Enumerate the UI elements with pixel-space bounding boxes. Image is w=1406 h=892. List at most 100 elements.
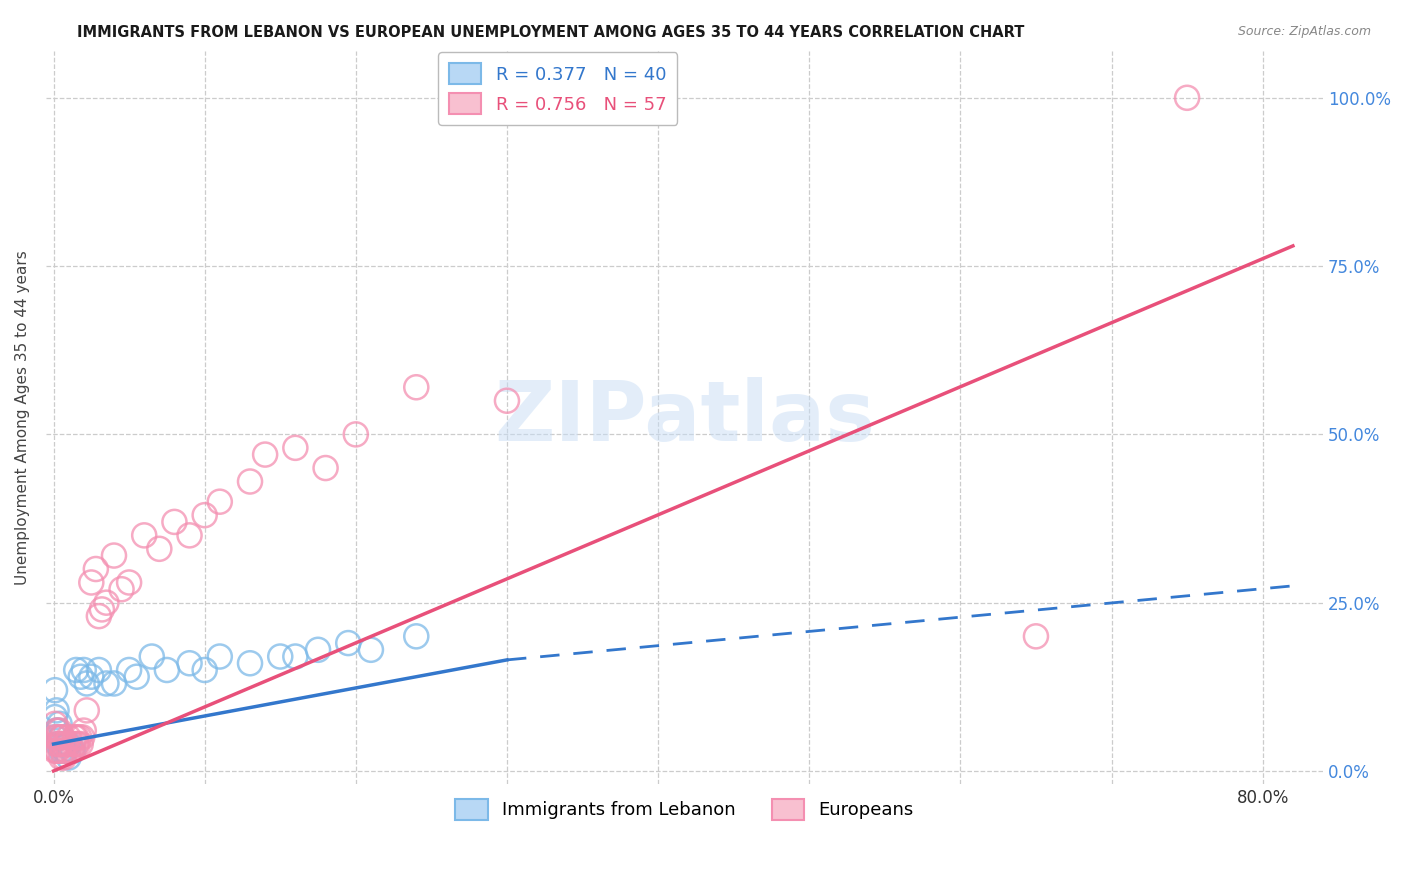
Point [63, 731, 86, 745]
Point [49, 750, 72, 764]
Legend: Immigrants from Lebanon, Europeans: Immigrants from Lebanon, Europeans [449, 791, 921, 827]
Point [254, 448, 277, 462]
Point [55, 744, 77, 758]
Point [45, 723, 67, 738]
Point [52, 737, 75, 751]
Point [58, 731, 80, 745]
Point [49, 731, 72, 745]
Point [44, 683, 66, 698]
Point [46, 723, 69, 738]
Point [141, 649, 163, 664]
Point [44, 731, 66, 745]
Point [49, 737, 72, 751]
Point [269, 649, 291, 664]
Point [56, 737, 79, 751]
Point [44, 744, 66, 758]
Point [56, 737, 79, 751]
Point [344, 427, 367, 442]
Point [118, 663, 141, 677]
Point [194, 663, 217, 677]
Point [60, 744, 83, 758]
Point [62, 744, 84, 758]
Point [496, 393, 519, 408]
Point [48, 723, 70, 738]
Point [55, 744, 77, 758]
Point [90, 602, 112, 616]
Point [134, 528, 156, 542]
Point [110, 582, 132, 597]
Point [58, 744, 80, 758]
Point [65, 737, 87, 751]
Point [337, 636, 360, 650]
Point [208, 649, 231, 664]
Point [48, 716, 70, 731]
Point [125, 670, 148, 684]
Text: IMMIGRANTS FROM LEBANON VS EUROPEAN UNEMPLOYMENT AMONG AGES 35 TO 44 YEARS CORRE: IMMIGRANTS FROM LEBANON VS EUROPEAN UNEM… [77, 25, 1025, 40]
Point [405, 380, 427, 394]
Point [46, 737, 69, 751]
Point [80, 575, 103, 590]
Point [49, 731, 72, 745]
Point [73, 663, 96, 677]
Point [58, 750, 80, 764]
Point [103, 549, 125, 563]
Point [58, 737, 80, 751]
Point [156, 663, 179, 677]
Point [73, 723, 96, 738]
Point [1175, 91, 1198, 105]
Point [46, 744, 69, 758]
Point [405, 629, 427, 643]
Point [46, 731, 69, 745]
Point [284, 441, 307, 455]
Point [360, 642, 382, 657]
Point [163, 515, 186, 529]
Text: Source: ZipAtlas.com: Source: ZipAtlas.com [1237, 25, 1371, 38]
Point [45, 703, 67, 717]
Point [118, 575, 141, 590]
Point [307, 642, 329, 657]
Point [96, 596, 118, 610]
Point [179, 528, 201, 542]
Point [52, 731, 75, 745]
Point [103, 676, 125, 690]
Point [70, 731, 93, 745]
Point [87, 609, 110, 624]
Point [62, 737, 84, 751]
Point [315, 461, 337, 475]
Point [84, 562, 107, 576]
Point [45, 723, 67, 738]
Point [53, 750, 76, 764]
Point [45, 737, 67, 751]
Point [148, 541, 170, 556]
Point [69, 737, 91, 751]
Point [49, 744, 72, 758]
Y-axis label: Unemployment Among Ages 35 to 44 years: Unemployment Among Ages 35 to 44 years [15, 250, 30, 585]
Point [194, 508, 217, 523]
Point [65, 663, 87, 677]
Point [76, 703, 98, 717]
Point [59, 737, 82, 751]
Point [69, 670, 91, 684]
Point [66, 737, 89, 751]
Point [65, 731, 87, 745]
Point [239, 475, 262, 489]
Point [76, 676, 98, 690]
Point [45, 744, 67, 758]
Point [44, 710, 66, 724]
Point [67, 731, 90, 745]
Text: ZIPatlas: ZIPatlas [494, 377, 875, 458]
Point [44, 716, 66, 731]
Point [53, 744, 76, 758]
Point [55, 737, 77, 751]
Point [80, 670, 103, 684]
Point [239, 657, 262, 671]
Point [208, 494, 231, 508]
Point [284, 649, 307, 664]
Point [53, 737, 76, 751]
Point [87, 663, 110, 677]
Point [96, 676, 118, 690]
Point [44, 731, 66, 745]
Point [179, 657, 201, 671]
Point [52, 744, 75, 758]
Point [48, 737, 70, 751]
